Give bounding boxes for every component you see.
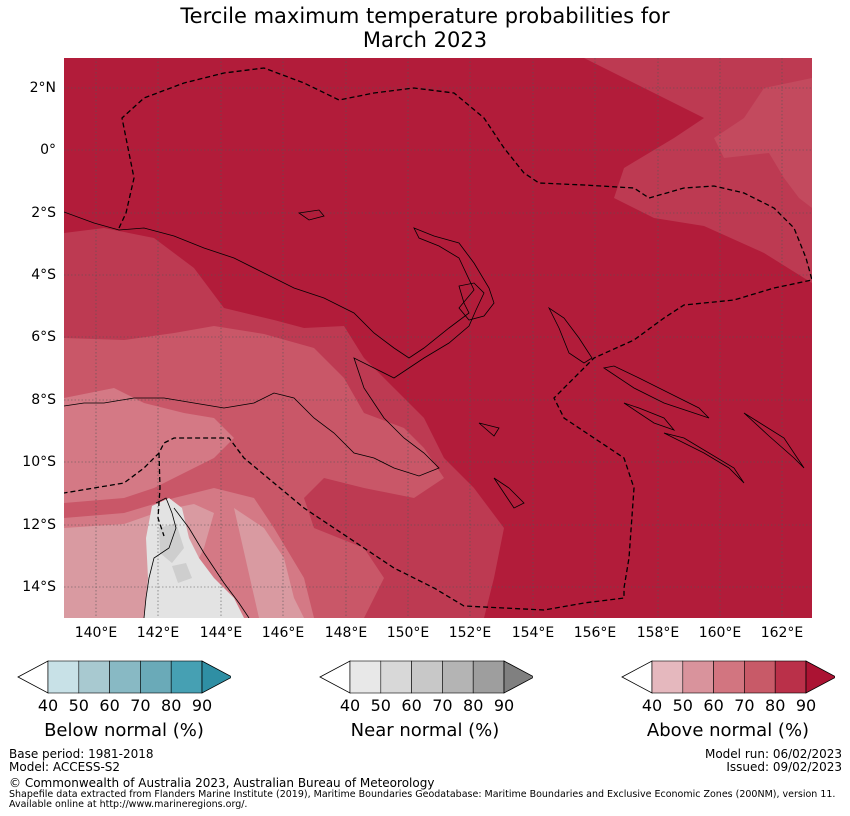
colorbar-segment [170,660,203,694]
colorbar-arrow-low [621,660,653,694]
colorbar-tick-label: 70 [130,696,151,715]
near-normal-legend-title: Near normal (%) [350,720,500,741]
colorbar-segment [47,660,80,694]
colorbar-tick-label: 40 [641,696,663,715]
colorbar-segment [140,660,172,694]
lat-tick: 6°S [31,329,56,345]
lat-tick: 4°S [31,267,56,283]
lon-tick: 162°E [760,625,804,641]
lat-tick: 12°S [22,517,56,533]
colorbar-segment [349,660,382,694]
colorbar-tick-label: 90 [795,696,817,715]
lon-tick: 148°E [324,625,368,641]
colorbar-segment [380,660,412,694]
lon-tick: 140°E [74,625,118,641]
solomons-coast [602,365,805,484]
new-guinea-coast [64,211,485,477]
issued-date: Issued: 09/02/2023 [726,760,842,774]
colorbar-tick-label: 40 [339,696,361,715]
colorbar-arrow-low [17,660,49,694]
colorbar-tick-label: 90 [493,696,515,715]
model-name: Model: ACCESS-S2 [9,760,121,774]
model-run: Model run: 06/02/2023 [704,747,842,761]
lon-tick: 146°E [261,625,305,641]
colorbar-tick-label: 80 [463,696,484,715]
colorbar-segment [744,660,776,694]
coastlines [64,209,805,618]
colorbar-tick-label: 60 [703,696,724,715]
title-line-1: Tercile maximum temperature probabilitie… [180,4,670,28]
base-period: Base period: 1981-2018 [9,747,154,761]
lon-tick: 152°E [448,625,492,641]
colorbar-tick-label: 50 [672,696,693,715]
above-normal-legend-title: Above normal (%) [646,720,810,741]
copyright: © Commonwealth of Australia 2023, Austra… [9,776,435,790]
lon-tick: 150°E [386,625,430,641]
map-gridlines [64,58,812,618]
map-zone-near-normal-40 [159,523,192,583]
lon-tick: 144°E [199,625,243,641]
colorbar-tick-label: 70 [734,696,755,715]
colorbar-segment [442,660,474,694]
probability-map [64,58,812,618]
colorbar-segment [472,660,505,694]
colorbar-segment [109,660,141,694]
cape-york-coast [143,497,177,618]
islands-misc [297,209,525,509]
maritime-boundaries [64,67,812,611]
above-normal-colorbar [621,660,835,694]
colorbar-segment [651,660,684,694]
lon-tick: 154°E [511,625,555,641]
colorbar-arrow-high [805,660,835,694]
colorbar-tick-label: 60 [99,696,120,715]
lon-tick: 160°E [698,625,742,641]
colorbar-segment [682,660,714,694]
near-normal-colorbar [319,660,533,694]
lat-tick: 14°S [22,579,56,595]
colorbar-segment [411,660,443,694]
bougainville-coast [547,306,593,364]
colorbar-tick-label: 40 [37,696,59,715]
map-title: Tercile maximum temperature probabilitie… [0,4,850,52]
colorbar-tick-label: 80 [161,696,182,715]
colorbar-segment [713,660,745,694]
map-zone-above-70-northeast [714,78,812,208]
png-eez-boundary [64,67,812,611]
colorbar-arrow-high [201,660,231,694]
colorbar-tick-label: 70 [432,696,453,715]
below-normal-legend-title: Below normal (%) [44,720,204,741]
shapefile-credit-line-1: Shapefile data extracted from Flanders M… [9,789,836,800]
title-line-2: March 2023 [362,28,488,52]
lon-tick: 156°E [573,625,617,641]
lon-tick: 142°E [136,625,180,641]
colorbar-tick-label: 60 [401,696,422,715]
lat-tick: 2°N [29,80,56,96]
colorbar-arrow-high [503,660,533,694]
colorbar-arrow-low [319,660,351,694]
lon-tick: 158°E [636,625,680,641]
below-normal-colorbar [17,660,231,694]
cape-york-east-coast [173,507,250,618]
lat-tick: 8°S [31,392,56,408]
colorbar-tick-label: 80 [765,696,786,715]
colorbar-segment [774,660,807,694]
colorbar-tick-label: 50 [370,696,391,715]
lat-tick: 2°S [31,205,56,221]
lat-tick: 0° [40,142,56,158]
shapefile-credit-line-2: Available online at http://www.marinereg… [9,799,248,810]
colorbar-tick-label: 90 [191,696,213,715]
colorbar-segment [78,660,110,694]
colorbar-tick-label: 50 [68,696,89,715]
new-britain-coast [413,227,495,321]
torres-strait-boundary [157,452,165,537]
lat-tick: 10°S [22,454,56,470]
